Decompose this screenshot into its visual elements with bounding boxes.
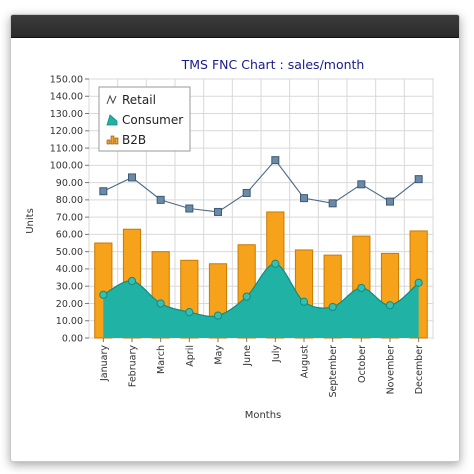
consumer-point-july	[271, 259, 280, 268]
consumer-point-april	[185, 308, 194, 317]
retail-point-january	[99, 187, 108, 196]
retail-point-april	[185, 204, 194, 213]
y-tick-label: 90.00	[56, 178, 83, 189]
y-tick-label: 0.00	[62, 333, 83, 344]
retail-point-october	[357, 180, 366, 189]
retail-point-december	[414, 175, 423, 184]
x-axis-title: Months	[245, 410, 282, 421]
x-tick-label-october: October	[357, 345, 368, 383]
x-tick-label-april: April	[185, 345, 196, 367]
legend-label-consumer: Consumer	[122, 113, 183, 127]
retail-line-path	[103, 159, 420, 213]
consumer-point-march	[156, 299, 165, 308]
consumer-point-february	[127, 276, 137, 286]
y-tick-label: 20.00	[56, 299, 83, 310]
consumer-point-january	[99, 290, 108, 299]
x-tick-label-january: January	[99, 345, 110, 382]
retail-line	[99, 156, 423, 216]
y-tick-label: 50.00	[56, 247, 83, 258]
legend-label-retail: Retail	[122, 93, 156, 107]
x-tick-label-may: May	[214, 345, 225, 365]
consumer-point-august	[299, 297, 309, 306]
retail-point-may	[214, 207, 222, 216]
consumer-point-june	[242, 292, 251, 301]
retail-point-february	[128, 173, 136, 182]
y-tick-label: 70.00	[56, 212, 83, 223]
consumer-point-december	[414, 278, 423, 287]
y-tick-label: 120.00	[50, 126, 83, 137]
consumer-area	[99, 259, 423, 338]
legend-label-b2b: B2B	[122, 133, 146, 147]
retail-point-august	[300, 194, 308, 203]
chart-title: TMS FNC Chart : sales/month	[181, 57, 365, 72]
chart-legend: Retail Consumer B2B	[98, 86, 191, 152]
consumer-point-november	[385, 301, 395, 310]
retail-point-march	[156, 195, 165, 204]
x-tick-label-august: August	[300, 345, 311, 379]
x-tick-label-july: July	[271, 345, 282, 363]
y-tick-label: 150.00	[50, 74, 83, 85]
consumer-point-september	[328, 302, 337, 312]
legend-icon-bar	[114, 137, 119, 145]
legend-icon-bar	[106, 139, 111, 145]
y-tick-label: 100.00	[50, 161, 83, 172]
consumer-point-october	[357, 283, 366, 293]
legend-icon-bar	[110, 135, 115, 145]
x-tick-label-march: March	[156, 345, 167, 374]
x-axis-ticks: January February March April May June July Augu…	[99, 338, 425, 398]
y-tick-label: 60.00	[56, 230, 83, 241]
consumer-point-may	[213, 311, 223, 320]
chart-canvas: TMS FNC Chart : sales/month 0.00 10.00 20.…	[25, 57, 434, 421]
x-tick-label-june: June	[242, 345, 253, 367]
x-tick-label-september: September	[328, 345, 339, 398]
y-tick-label: 10.00	[56, 316, 83, 327]
legend-icon-retail	[106, 94, 117, 105]
y-tick-label: 130.00	[50, 109, 83, 120]
y-tick-label: 140.00	[50, 92, 83, 103]
y-tick-label: 40.00	[56, 264, 83, 275]
y-tick-label: 30.00	[56, 282, 83, 293]
y-tick-label: 110.00	[50, 143, 83, 154]
retail-point-november	[386, 197, 394, 206]
x-tick-label-december: December	[414, 345, 425, 394]
y-tick-label: 80.00	[56, 195, 83, 206]
legend-icon-b2b	[106, 135, 119, 145]
x-tick-label-november: November	[386, 345, 397, 395]
y-axis-title: Units	[25, 208, 36, 234]
retail-point-june	[242, 188, 251, 197]
retail-point-september	[328, 199, 337, 208]
chart-window: TMS FNC Chart : sales/month 0.00 10.00 20.…	[10, 14, 460, 462]
legend-icon-consumer	[106, 114, 118, 126]
retail-point-july	[271, 156, 280, 165]
x-tick-label-february: February	[128, 345, 139, 387]
y-axis-ticks: 0.00 10.00 20.00 30.00 40.00 50.00 60.00 70.00 8…	[50, 74, 89, 344]
consumer-area-fill	[103, 263, 419, 338]
window-titlebar[interactable]	[11, 15, 459, 38]
